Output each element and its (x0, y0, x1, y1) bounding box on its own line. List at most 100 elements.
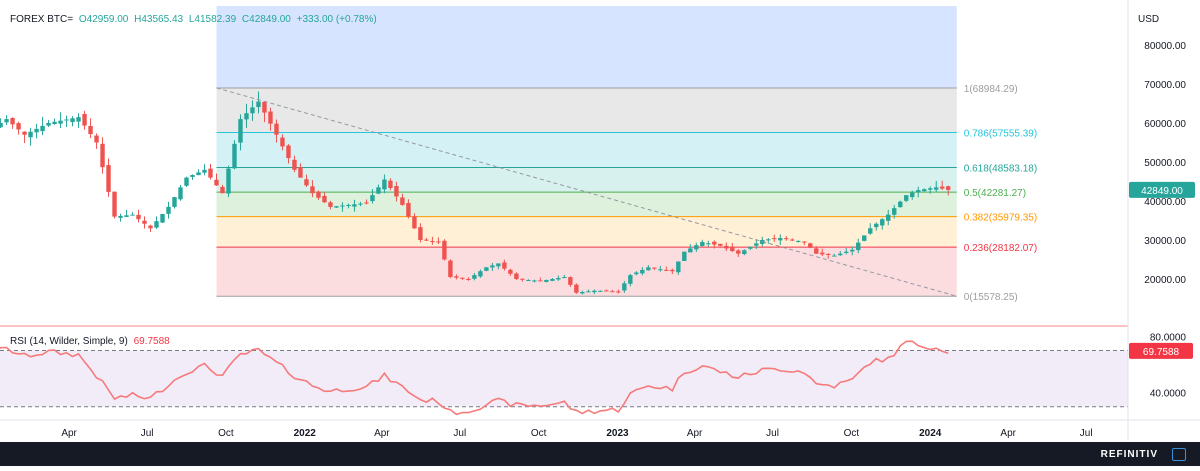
currency-label: USD (1138, 14, 1159, 25)
candle-body (652, 267, 657, 269)
candle-body (280, 137, 285, 147)
x-tick-label: Apr (687, 428, 703, 439)
rsi-label[interactable]: RSI (14, Wilder, Simple, 9) (10, 336, 128, 347)
candle-body (850, 249, 855, 252)
fib-zone (216, 87, 957, 133)
change-value: +333.00 (+0.78%) (296, 14, 377, 25)
fib-level-label: 0.786(57555.39) (964, 129, 1037, 140)
candle-body (526, 279, 531, 281)
candle-body (898, 201, 903, 208)
candle-body (802, 241, 807, 243)
candle-body (178, 187, 183, 200)
rsi-band (0, 350, 1128, 407)
candle-body (844, 251, 849, 253)
candle-body (616, 291, 621, 293)
candle-body (388, 180, 393, 188)
candle-body (292, 159, 297, 170)
candle-body (832, 255, 837, 257)
candle-body (148, 225, 153, 229)
candle-body (70, 118, 75, 123)
fib-zone (216, 247, 957, 297)
candle-body (604, 290, 609, 292)
fib-zone (216, 167, 957, 193)
candle-body (682, 251, 687, 261)
candle-body (64, 119, 69, 121)
candle-body (778, 238, 783, 241)
candle-body (610, 291, 615, 293)
candle-body (418, 227, 423, 240)
candle-body (358, 203, 363, 205)
candle-body (394, 185, 399, 197)
fib-top-zone (216, 6, 957, 88)
symbol-label[interactable]: FOREX BTC= (10, 14, 74, 25)
candle-body (370, 195, 375, 202)
candle-body (622, 283, 627, 291)
candle-body (574, 284, 579, 293)
candle-body (640, 269, 645, 274)
candle-body (4, 119, 9, 123)
x-tick-label: Apr (1000, 428, 1016, 439)
candle-body (40, 125, 45, 132)
candle-body (904, 195, 909, 201)
candle-body (784, 238, 789, 240)
last-price-badge (1129, 181, 1195, 198)
candle-body (322, 195, 327, 203)
candle-body (256, 101, 261, 108)
y-tick-label: 70000.00 (1144, 80, 1186, 91)
rsi-tick-label: 40.0000 (1150, 389, 1187, 400)
candle-body (544, 279, 549, 282)
candle-body (274, 123, 279, 135)
candle-body (730, 246, 735, 252)
candle-body (130, 214, 135, 216)
y-tick-label: 40000.00 (1144, 197, 1186, 208)
candle-body (166, 206, 171, 214)
candle-body (196, 172, 201, 176)
candle-body (10, 118, 15, 125)
fib-level-label: 0.5(42281.27) (964, 188, 1026, 199)
trend-line[interactable] (216, 87, 957, 297)
candle-body (364, 202, 369, 204)
fib-level-label: 0.236(28182.07) (964, 243, 1037, 254)
candle-body (436, 241, 441, 243)
candle-body (484, 267, 489, 271)
y-tick-label: 80000.00 (1144, 41, 1186, 52)
refinitiv-logo-icon (1172, 448, 1186, 461)
candle-body (478, 271, 483, 277)
candlestick-series (0, 87, 957, 297)
candle-body (220, 186, 225, 194)
candle-body (664, 269, 669, 271)
candle-body (712, 241, 717, 245)
candle-body (814, 248, 819, 254)
candle-body (532, 280, 537, 282)
rsi-value-badge (1129, 342, 1193, 359)
candle-body (88, 126, 93, 135)
candle-body (748, 246, 753, 249)
candle-body (628, 275, 633, 284)
candle-body (184, 177, 189, 186)
candle-body (490, 265, 495, 268)
candle-body (232, 143, 237, 169)
rsi-header: RSI (14, Wilder, Simple, 9) 69.7588 (10, 336, 170, 347)
candle-body (472, 275, 477, 279)
x-tick-label: Jul (453, 428, 466, 439)
candle-body (874, 223, 879, 228)
candle-body (352, 204, 357, 207)
candle-body (268, 111, 273, 124)
fibonacci-retracement[interactable]: 1(68984.29) 0.786(57555.39) 0.618(48583.18… (216, 6, 1037, 303)
candle-body (298, 167, 303, 178)
candle-body (376, 187, 381, 194)
candle-body (946, 186, 951, 190)
candle-body (250, 107, 255, 114)
candle-body (820, 252, 825, 255)
candle-body (562, 277, 567, 279)
candle-body (880, 219, 885, 226)
candle-body (0, 123, 3, 128)
candle-body (424, 239, 429, 241)
candle-body (154, 221, 159, 228)
candle-body (934, 187, 939, 190)
price-axis[interactable] (1128, 0, 1200, 466)
candle-body (34, 128, 39, 133)
candle-body (838, 253, 843, 256)
